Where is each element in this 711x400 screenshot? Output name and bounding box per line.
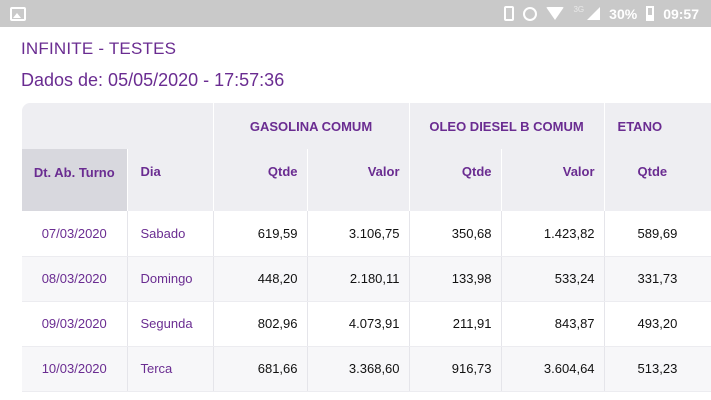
cell-gas-valor: 2.180,11 <box>307 256 410 302</box>
cell-date: 07/03/2020 <box>22 211 128 257</box>
fuel-sales-table: GASOLINA COMUM OLEO DIESEL B COMUM ETANO… <box>22 103 711 392</box>
data-table-container[interactable]: GASOLINA COMUM OLEO DIESEL B COMUM ETANO… <box>22 103 711 400</box>
table-row[interactable]: 07/03/2020 Sabado 619,59 3.106,75 350,68… <box>22 211 711 257</box>
battery-percent: 30% <box>609 5 638 22</box>
cell-day: Sabado <box>127 211 214 257</box>
group-header-blank <box>22 103 214 149</box>
table-row[interactable]: 08/03/2020 Domingo 448,20 2.180,11 133,9… <box>22 256 711 302</box>
table-row[interactable]: 09/03/2020 Segunda 802,96 4.073,91 211,9… <box>22 301 711 347</box>
cell-diesel-valor: 533,24 <box>501 256 605 302</box>
cell-date: 10/03/2020 <box>22 346 128 392</box>
cell-gas-qtde: 448,20 <box>213 256 308 302</box>
column-header-diesel-qtde[interactable]: Qtde <box>409 149 502 211</box>
cell-diesel-qtde: 916,73 <box>409 346 502 392</box>
cell-diesel-valor: 1.423,82 <box>501 211 605 257</box>
column-header-etanol-qtde[interactable]: Qtde <box>604 149 711 211</box>
table-row[interactable]: 10/03/2020 Terca 681,66 3.368,60 916,73 … <box>22 346 711 392</box>
alarm-icon <box>523 6 538 21</box>
group-header-etanol: ETANO <box>604 103 711 149</box>
cell-day: Domingo <box>127 256 214 302</box>
column-header-day[interactable]: Dia <box>127 149 214 211</box>
cell-day: Terca <box>127 346 214 392</box>
cell-gas-qtde: 619,59 <box>213 211 308 257</box>
cell-diesel-qtde: 350,68 <box>409 211 502 257</box>
vibrate-icon <box>504 6 515 21</box>
cell-gas-valor: 3.368,60 <box>307 346 410 392</box>
cell-etanol-qtde: 493,20 <box>604 301 711 347</box>
group-header-gasolina: GASOLINA COMUM <box>213 103 410 149</box>
cell-diesel-valor: 3.604,64 <box>501 346 605 392</box>
cell-diesel-qtde: 211,91 <box>409 301 502 347</box>
group-header-diesel: OLEO DIESEL B COMUM <box>409 103 605 149</box>
column-header-gas-valor[interactable]: Valor <box>307 149 410 211</box>
status-bar: 3G 30% 09:57 <box>0 0 711 27</box>
battery-icon <box>646 6 655 21</box>
cell-etanol-qtde: 589,69 <box>604 211 711 257</box>
column-header-gas-qtde[interactable]: Qtde <box>213 149 308 211</box>
signal-icon <box>587 7 601 20</box>
wifi-icon <box>546 7 565 20</box>
cell-gas-qtde: 802,96 <box>213 301 308 347</box>
cell-gas-valor: 4.073,91 <box>307 301 410 347</box>
clock: 09:57 <box>663 5 699 22</box>
cell-gas-valor: 3.106,75 <box>307 211 410 257</box>
cell-diesel-qtde: 133,98 <box>409 256 502 302</box>
network-type-label: 3G <box>573 5 585 14</box>
cell-etanol-qtde: 331,73 <box>604 256 711 302</box>
cell-etanol-qtde: 513,23 <box>604 346 711 392</box>
cell-date: 09/03/2020 <box>22 301 128 347</box>
data-timestamp: Dados de: 05/05/2020 - 17:57:36 <box>21 70 285 90</box>
cell-date: 08/03/2020 <box>22 256 128 302</box>
cell-diesel-valor: 843,87 <box>501 301 605 347</box>
cell-day: Segunda <box>127 301 214 347</box>
cell-gas-qtde: 681,66 <box>213 346 308 392</box>
image-notification-icon <box>10 6 26 21</box>
column-header-diesel-valor[interactable]: Valor <box>501 149 605 211</box>
column-header-date[interactable]: Dt. Ab. Turno <box>22 149 128 211</box>
page-title: INFINITE - TESTES <box>21 39 177 58</box>
